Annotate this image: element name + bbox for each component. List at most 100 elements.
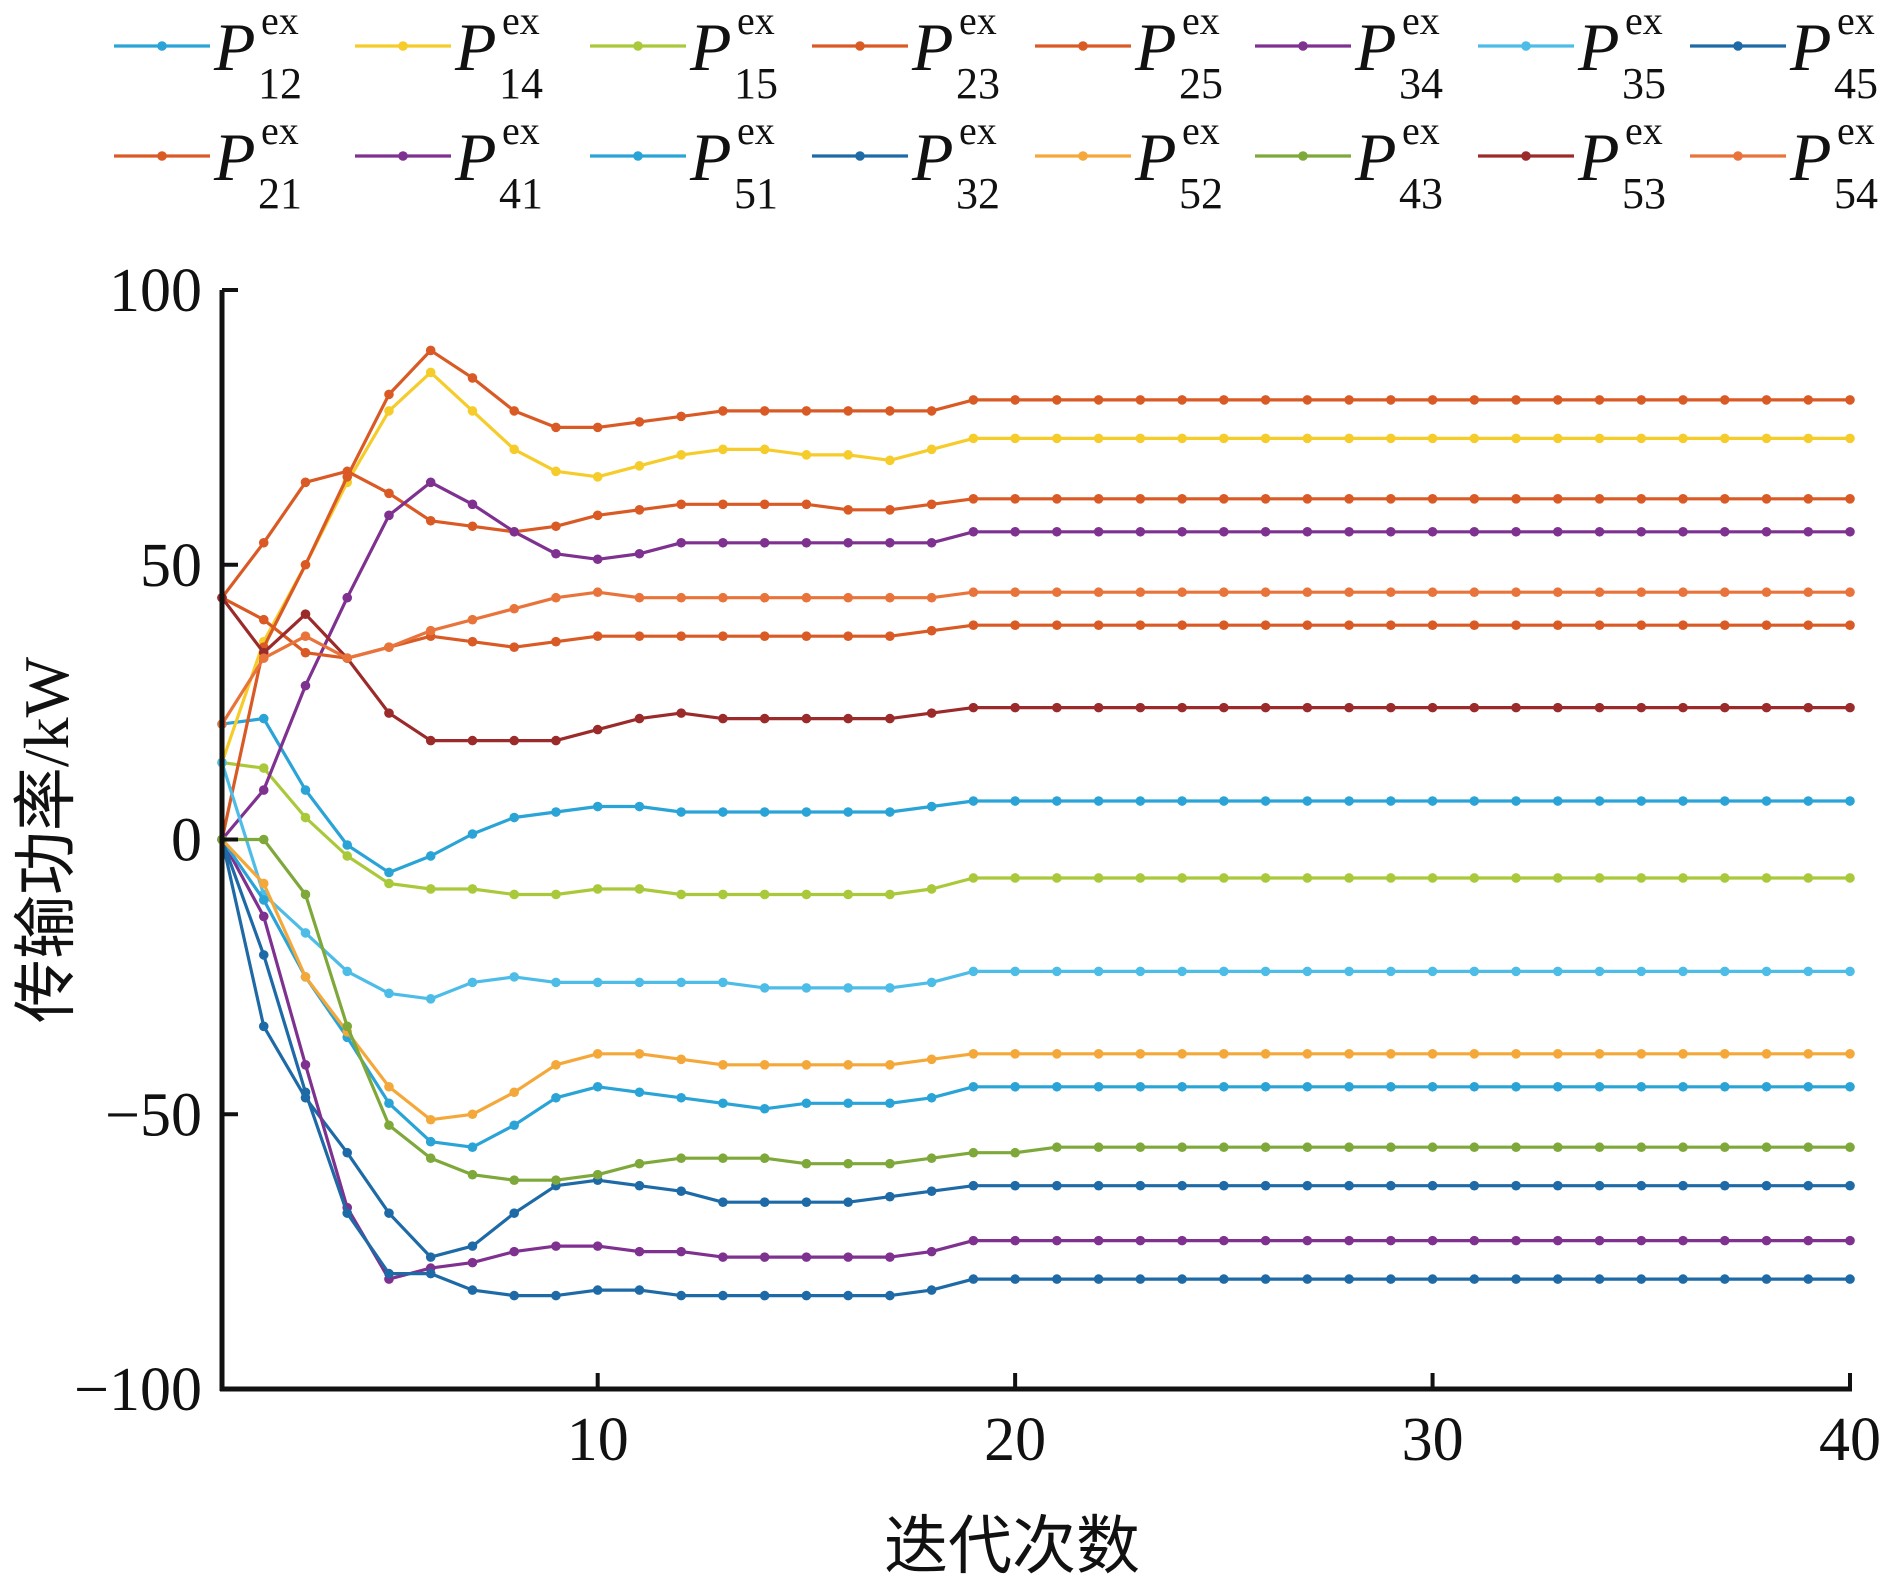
data-point [1803, 494, 1814, 504]
data-point [551, 1092, 561, 1103]
data-point [1511, 620, 1521, 630]
data-point [1010, 620, 1020, 630]
legend-marker [398, 41, 408, 51]
data-point [1135, 1180, 1146, 1191]
legend-subscript: 53 [1622, 169, 1666, 218]
data-point [1469, 796, 1480, 806]
series-line [221, 716, 1850, 875]
data-point [1761, 1274, 1772, 1284]
series-line [220, 596, 1850, 743]
data-point [759, 807, 770, 817]
data-point [1093, 1142, 1104, 1153]
data-point [926, 1285, 937, 1295]
data-point [1636, 620, 1647, 630]
legend-marker [157, 151, 167, 161]
series-P12 [217, 713, 1855, 878]
data-point [1302, 620, 1313, 630]
data-point [1552, 702, 1563, 713]
data-point [1427, 587, 1438, 598]
data-point [551, 1175, 561, 1185]
series-P23 [217, 466, 1855, 603]
data-point [1636, 587, 1647, 598]
data-point [1636, 966, 1647, 977]
data-point [1803, 702, 1814, 713]
legend-subscript: 41 [499, 169, 543, 218]
data-point [1427, 966, 1438, 977]
data-point [1594, 1081, 1605, 1092]
data-point [1594, 494, 1605, 504]
data-point [1386, 1142, 1396, 1153]
data-point [592, 724, 603, 735]
data-point [1052, 395, 1062, 405]
data-point [1219, 395, 1229, 405]
data-point [509, 526, 520, 537]
data-point [1052, 966, 1062, 977]
data-point [1177, 1274, 1187, 1284]
data-point [509, 406, 520, 416]
data-point [1761, 1049, 1772, 1059]
data-point [718, 1197, 728, 1207]
series-line [221, 761, 1850, 897]
data-point [1260, 526, 1271, 537]
y-ticks: −100 −50 0 50 100 [74, 257, 238, 1424]
data-point [1344, 1142, 1354, 1153]
data-point [1552, 587, 1563, 598]
series-line [220, 838, 1850, 1281]
data-point [1511, 1235, 1521, 1246]
legend-marker [855, 41, 865, 51]
series-P53 [217, 592, 1855, 746]
data-point [258, 834, 269, 845]
data-point [1511, 526, 1521, 537]
data-point [300, 631, 311, 641]
data-point [509, 1175, 520, 1185]
data-point [258, 537, 269, 548]
data-point [1386, 1081, 1396, 1092]
data-point [1386, 494, 1396, 504]
data-point [1552, 526, 1563, 537]
data-point [342, 1147, 353, 1158]
data-point [1386, 873, 1396, 883]
data-point [384, 510, 394, 521]
data-point [1093, 873, 1104, 883]
data-point [1093, 1180, 1104, 1191]
x-axis-label: 迭代次数 [884, 1511, 1140, 1582]
data-point [843, 1290, 853, 1301]
legend-superscript: ex [502, 108, 540, 153]
data-point [1678, 873, 1688, 883]
data-point [592, 1285, 603, 1295]
data-point [843, 713, 853, 724]
series-P32 [217, 834, 1855, 1301]
data-point [718, 406, 728, 416]
data-point [1761, 796, 1772, 806]
legend-marker [1298, 151, 1308, 161]
y-axis-label: 传输功率/kW [11, 656, 82, 1023]
data-point [676, 537, 686, 548]
data-point [1135, 395, 1146, 405]
data-point [801, 499, 812, 510]
data-point [634, 631, 645, 641]
data-point [1636, 702, 1647, 713]
data-point [1636, 1180, 1647, 1191]
data-point [509, 812, 520, 823]
data-point [1719, 873, 1730, 883]
data-point [1093, 966, 1104, 977]
data-point [1427, 1049, 1438, 1059]
data-point [1093, 587, 1104, 598]
data-point [843, 1098, 853, 1109]
data-point [1386, 966, 1396, 977]
series-line [220, 348, 1850, 840]
data-point [425, 994, 436, 1004]
data-point [1260, 873, 1271, 883]
data-point [1302, 1081, 1313, 1092]
data-point [300, 680, 311, 691]
data-point [258, 785, 269, 795]
data-point [1845, 702, 1855, 713]
data-point [1302, 1274, 1313, 1284]
data-point [1135, 966, 1146, 977]
data-point [1093, 433, 1104, 444]
data-point [885, 713, 895, 724]
data-point [843, 1252, 853, 1262]
